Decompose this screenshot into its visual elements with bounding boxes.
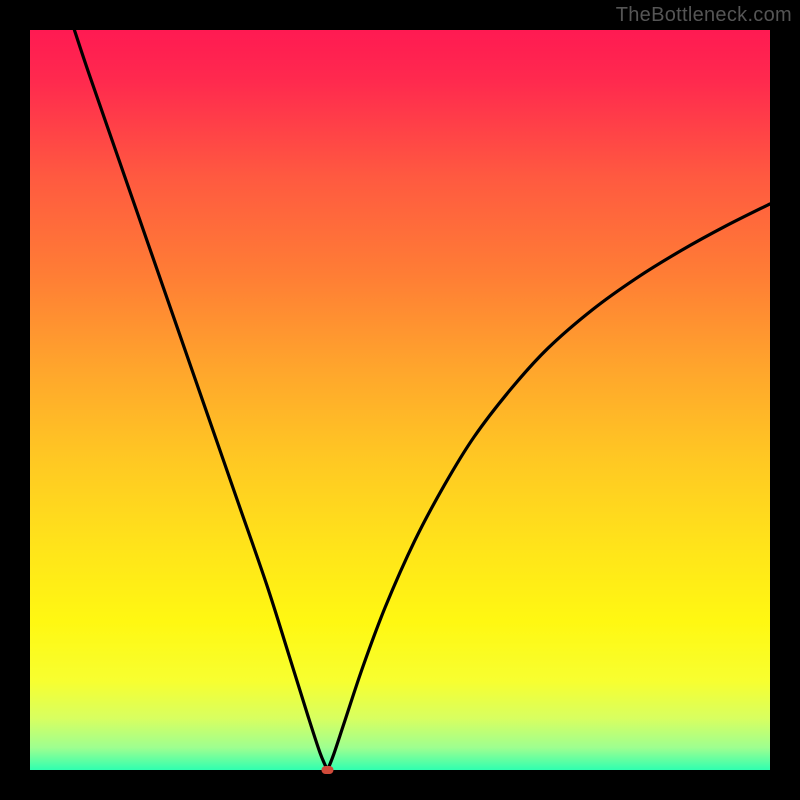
bottleneck-chart — [0, 0, 800, 800]
chart-gradient-bg — [30, 30, 770, 770]
watermark-text: TheBottleneck.com — [616, 4, 792, 27]
optimum-marker — [321, 766, 333, 774]
